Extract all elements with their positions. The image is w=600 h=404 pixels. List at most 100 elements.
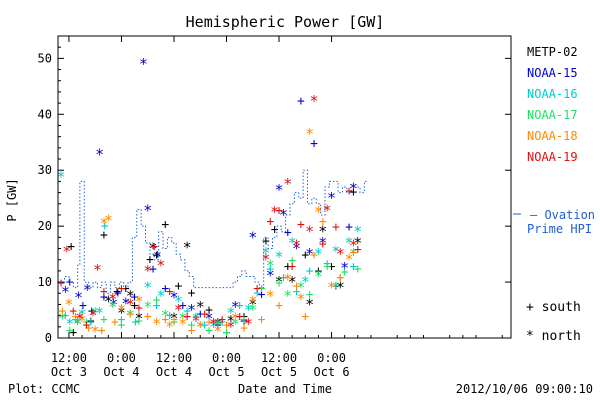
data-point: + — [79, 298, 87, 313]
data-point: + — [57, 276, 65, 291]
data-point: + — [205, 315, 213, 330]
y-tick-label: 50 — [38, 51, 52, 65]
legend-ovation-label-2: Prime HPI — [527, 222, 592, 236]
data-point: * — [143, 201, 152, 219]
data-point: + — [336, 270, 344, 285]
data-point: + — [275, 298, 283, 313]
data-point: + — [240, 312, 248, 327]
data-point: + — [183, 304, 191, 319]
data-point: + — [135, 314, 143, 329]
data-point: + — [288, 254, 296, 269]
data-point: * — [169, 309, 178, 327]
legend-entry: NOAA-16 — [527, 87, 578, 101]
data-point: * — [279, 206, 288, 224]
data-point: + — [275, 203, 283, 218]
data-point: + — [354, 262, 362, 277]
data-point: * — [61, 283, 70, 301]
data-point: * — [331, 279, 340, 297]
x-tick-day-label: Oct 4 — [156, 365, 192, 379]
data-point: * — [314, 267, 323, 285]
data-point: * — [213, 317, 222, 335]
data-point: + — [149, 262, 157, 277]
data-point: + — [153, 293, 161, 308]
data-point: * — [178, 315, 187, 333]
data-point: + — [350, 185, 358, 200]
data-point: + — [72, 310, 80, 325]
data-point: + — [306, 287, 314, 302]
data-point: + — [205, 303, 213, 318]
data-point: * — [305, 295, 314, 313]
data-point: * — [283, 287, 292, 305]
data-point: * — [178, 309, 187, 327]
data-point: * — [153, 248, 162, 266]
data-point: * — [88, 307, 97, 325]
data-point: * — [73, 315, 82, 333]
data-point: + — [100, 312, 108, 327]
data-point: * — [353, 234, 362, 252]
data-point: * — [74, 289, 83, 307]
data-point: * — [314, 203, 323, 221]
data-point: + — [170, 312, 178, 327]
data-point: * — [93, 261, 102, 279]
data-point: * — [83, 281, 92, 299]
data-point: + — [310, 248, 318, 263]
data-point: + — [153, 248, 161, 263]
data-point: + — [69, 325, 77, 340]
data-point: * — [156, 256, 165, 274]
data-point: * — [108, 298, 117, 316]
data-point: * — [64, 295, 73, 313]
data-point: * — [165, 318, 174, 336]
data-point: * — [143, 262, 152, 280]
data-point: + — [150, 240, 158, 255]
data-point: * — [244, 315, 253, 333]
data-point: * — [109, 295, 118, 313]
data-point: * — [305, 125, 314, 143]
x-tick-day-label: Oct 3 — [51, 365, 87, 379]
data-point: + — [297, 94, 305, 109]
data-point: + — [218, 315, 226, 330]
data-point: * — [226, 304, 235, 322]
data-point: * — [95, 304, 104, 322]
x-tick-day-label: Oct 4 — [103, 365, 139, 379]
data-point: + — [161, 312, 169, 327]
data-point: + — [161, 282, 169, 297]
data-point: * — [174, 293, 183, 311]
data-point: + — [266, 215, 274, 230]
data-point: * — [104, 293, 113, 311]
data-point: * — [95, 146, 104, 164]
series-group: *+ * +* +*+* +* +* + * + * + * + * +*+*+*+* +*+*+*+ — [58, 245, 362, 340]
data-point: + — [336, 270, 344, 285]
data-point: + — [170, 315, 178, 330]
data-point: * — [152, 315, 161, 333]
data-point: * — [226, 318, 235, 336]
data-point: + — [201, 307, 209, 322]
x-tick-time-label: 12:00 — [261, 351, 297, 365]
y-tick-label: 20 — [38, 219, 52, 233]
data-point: + — [306, 264, 314, 279]
data-point: * — [91, 304, 100, 322]
data-point: + — [205, 324, 213, 339]
data-point: + — [223, 325, 231, 340]
data-point: + — [118, 282, 126, 297]
data-point: * — [266, 266, 275, 284]
plot-frame — [57, 35, 512, 339]
data-point: + — [279, 270, 287, 285]
data-point: + — [122, 282, 130, 297]
data-point: + — [174, 279, 182, 294]
data-point: + — [114, 286, 122, 301]
data-point: + — [223, 318, 231, 333]
data-point: * — [78, 306, 87, 324]
data-point: + — [332, 279, 340, 294]
data-point: + — [62, 309, 70, 324]
data-point: * — [117, 301, 126, 319]
x-tick-day-label: Oct 6 — [313, 365, 349, 379]
data-point: + — [240, 321, 248, 336]
data-point: + — [218, 312, 226, 327]
data-point: * — [275, 273, 284, 291]
data-point: * — [169, 289, 178, 307]
data-point: + — [183, 310, 191, 325]
data-point: * — [261, 251, 270, 269]
data-point: + — [258, 312, 266, 327]
data-point: + — [131, 298, 139, 313]
marker-legend-entry: + south — [526, 300, 581, 315]
